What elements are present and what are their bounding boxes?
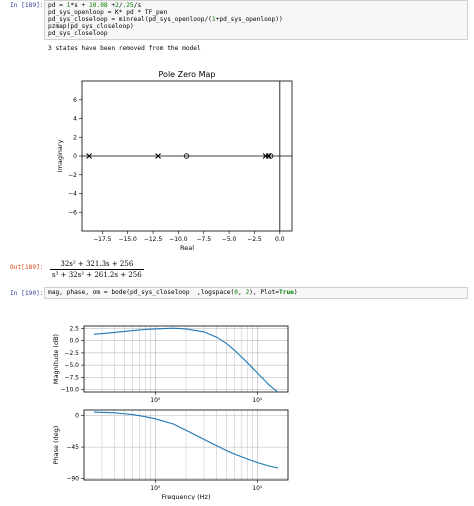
- code-input-box[interactable]: pd = 1*s + 10.08 +2/.25/s pd_sys_openloop…: [44, 0, 468, 40]
- code-token: ): [293, 289, 298, 296]
- transfer-function: 32s² + 321.3s + 256 s³ + 32s² + 261.2s +…: [50, 260, 144, 279]
- code-editor[interactable]: mag, phase, om = bode(pd_sys_closeloop ,…: [45, 289, 467, 297]
- pole-marker: [155, 153, 161, 159]
- code-token: .25: [122, 2, 134, 9]
- bode-curve: [93, 327, 279, 393]
- chart-title: Pole Zero Map: [159, 70, 216, 79]
- code-line[interactable]: pd_sys_closeloop: [45, 29, 467, 38]
- x-tick-label: −2.5: [247, 236, 262, 243]
- y-tick-label: −6: [68, 209, 77, 216]
- pole-marker: [86, 153, 92, 159]
- code-line[interactable]: pzmap(pd_sys_closeloop): [45, 22, 467, 31]
- code-token: +: [107, 2, 116, 9]
- y-tick-label: −7.5: [64, 374, 79, 381]
- x-tick-label: −10.0: [169, 236, 188, 243]
- y-tick-label: 0.0: [69, 338, 79, 345]
- x-tick-label: −5.0: [222, 236, 237, 243]
- y-tick-label: −90: [66, 476, 79, 483]
- x-tick-label: 10¹: [252, 397, 263, 404]
- code-line[interactable]: pd_sys_openloop = K* pd * TF_pen: [45, 8, 467, 17]
- y-tick-label: −45: [66, 444, 79, 451]
- code-token: pd_sys_openloop = K* pd * TF_pen: [48, 8, 168, 16]
- code-token: pzmap(pd_sys_closeloop): [48, 22, 134, 30]
- bode-curve: [93, 411, 279, 469]
- code-token: 2: [245, 289, 250, 296]
- y-tick-label: −4: [68, 191, 77, 198]
- y-tick-label: −10.0: [61, 387, 80, 394]
- tf-denominator: s³ + 32s² + 261.2s + 256: [52, 271, 142, 279]
- code-token: pd =: [48, 2, 67, 9]
- y-tick-label: −2: [68, 172, 77, 179]
- bode-phase-plot: 0 −45 −90 10⁰ 10¹ Frequency (Hz) Phase (deg): [52, 409, 289, 500]
- input-prompt: In [190]:: [10, 290, 44, 297]
- x-tick-label: −17.5: [93, 236, 112, 243]
- code-token: True: [279, 289, 294, 296]
- y-tick-label: 6: [73, 97, 77, 104]
- x-axis-label: Frequency (Hz): [161, 493, 210, 500]
- code-token: 1: [66, 2, 71, 9]
- y-tick-label: 0: [73, 153, 77, 160]
- code-token: 10.08: [89, 2, 108, 9]
- code-line[interactable]: pd_sys_closeloop = minreal(pd_sys_openlo…: [45, 15, 467, 24]
- y-tick-label: 2: [73, 134, 77, 141]
- code-editor[interactable]: pd = 1*s + 10.08 +2/.25/s pd_sys_openloop…: [45, 2, 467, 38]
- tf-numerator: 32s² + 321.3s + 256: [50, 260, 144, 270]
- x-tick-label: 0.0: [275, 236, 285, 243]
- output-prompt: Out[189]:: [10, 264, 44, 271]
- zero-marker: [183, 153, 190, 159]
- x-axis-label: Real: [180, 244, 194, 252]
- x-tick-label: −7.5: [196, 236, 211, 243]
- code-token: pd_sys_closeloop: [48, 29, 108, 37]
- x-tick-label: −15.0: [118, 236, 137, 243]
- y-tick-label: 4: [73, 116, 77, 123]
- plot-frame: [83, 325, 289, 393]
- pole-stroke: [155, 153, 161, 159]
- code-line[interactable]: pd = 1*s + 10.08 +2/.25/s: [45, 2, 467, 10]
- y-axis-label: Imaginary: [56, 139, 64, 172]
- x-tick-label: 10¹: [252, 485, 263, 492]
- y-tick-label: 0: [75, 413, 79, 420]
- pole-zero-map: Pole Zero Map −17.5 −15.0 −12.5 −10.0 −7.5 −5.…: [56, 70, 293, 252]
- plot-frame: [83, 409, 289, 481]
- code-token: pd_sys_closeloop = minreal(pd_sys_openlo…: [48, 15, 212, 23]
- x-tick-label: −12.5: [144, 236, 163, 243]
- code-token: /: [118, 2, 123, 9]
- code-token: /s: [133, 2, 142, 9]
- y-tick-label: 2.5: [69, 325, 79, 332]
- y-tick-label: −2.5: [64, 350, 79, 357]
- code-token: 1: [211, 15, 216, 23]
- pole-stroke: [86, 153, 92, 159]
- code-token: 2: [115, 2, 119, 9]
- code-line[interactable]: mag, phase, om = bode(pd_sys_closeloop ,…: [45, 289, 467, 297]
- code-token: 0: [234, 289, 238, 296]
- input-prompt: In [189]:: [10, 2, 44, 9]
- y-axis-label: Phase (deg): [52, 426, 60, 465]
- zero-marker: [267, 153, 274, 159]
- stdout-text: 3 states have been removed from the mode…: [48, 45, 201, 52]
- x-tick-label: 10⁰: [150, 397, 161, 404]
- code-token: ,: [238, 289, 246, 296]
- y-axis-label: Magnitude (dB): [52, 334, 60, 384]
- y-tick-label: −5.0: [64, 362, 79, 369]
- code-token: mag, phase, om = bode(pd_sys_closeloop ,…: [48, 289, 235, 296]
- code-input-box[interactable]: mag, phase, om = bode(pd_sys_closeloop ,…: [44, 287, 468, 299]
- bode-magnitude-plot: 2.5 0.0 −2.5 −5.0 −7.5 −10.0 10⁰ 10¹ Magnitude (…: [52, 325, 289, 404]
- code-token: *s +: [70, 2, 90, 9]
- x-tick-label: 10⁰: [150, 485, 161, 492]
- code-token: ), Plot=: [249, 289, 279, 296]
- code-token: +pd_sys_openloop)): [215, 15, 283, 23]
